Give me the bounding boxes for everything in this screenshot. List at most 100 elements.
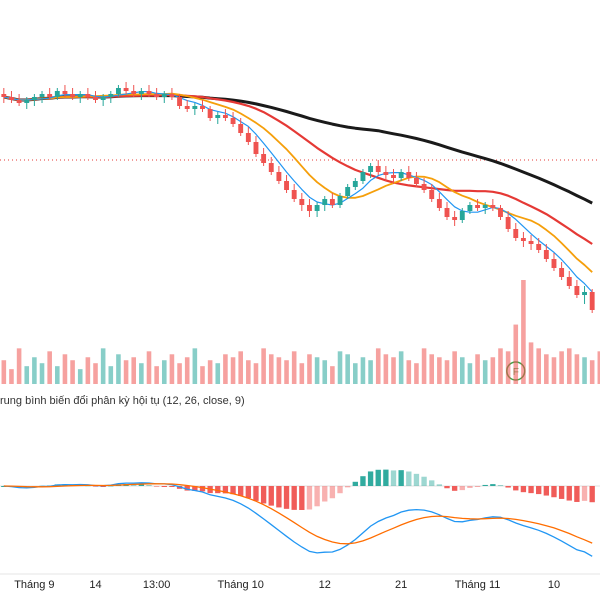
volume-bar: [574, 354, 580, 384]
volume-bar: [345, 354, 350, 384]
volume-bar: [360, 357, 366, 384]
volume-bar: [498, 348, 503, 384]
candle-body: [47, 94, 53, 97]
x-axis: Tháng 9 14 13:00 Tháng 10 12 21 Tháng 11 10: [0, 573, 600, 591]
macd-histogram-bar: [398, 470, 404, 486]
candle-body: [39, 94, 45, 97]
volume-bar: [238, 351, 243, 384]
volume-bar: [406, 360, 412, 384]
candle-body: [574, 286, 580, 295]
macd-histogram-bar: [429, 480, 435, 486]
candle-body: [131, 91, 137, 94]
volume-bar: [284, 360, 289, 384]
volume-bar: [261, 348, 266, 384]
volume-bar: [207, 360, 213, 384]
volume-bar: [1, 360, 7, 384]
volume-bar: [24, 366, 30, 384]
candle-body: [192, 106, 198, 109]
candle-body: [490, 205, 496, 208]
x-axis-tick-label: 21: [395, 579, 407, 591]
candle-body: [268, 163, 274, 172]
volume-bar: [337, 351, 343, 384]
candle-body: [398, 172, 404, 178]
macd-histogram-bar: [482, 484, 488, 486]
macd-histogram-bar: [276, 486, 282, 508]
macd-histogram-bar: [367, 471, 374, 486]
volume-bar: [139, 363, 144, 384]
macd-histogram-bar: [581, 486, 588, 501]
macd-histogram-bar: [520, 486, 527, 493]
macd-histogram-bar: [467, 486, 473, 488]
volume-bar: [566, 348, 572, 384]
macd-histogram-bar: [383, 469, 389, 486]
candle-body: [9, 97, 14, 100]
macd-histogram-bar: [199, 486, 206, 492]
volume-bar: [184, 357, 190, 384]
moving-average-line: [3, 92, 593, 273]
volume-bar: [268, 354, 274, 384]
candle-body: [93, 97, 98, 100]
macd-histogram-bar: [283, 486, 290, 509]
candle-body: [421, 184, 427, 190]
macd-histogram-bar: [459, 486, 465, 491]
candle-body: [559, 268, 565, 277]
candle-body: [520, 238, 526, 241]
macd-histogram-bar: [390, 470, 397, 486]
volume-bar: [582, 357, 587, 384]
volume-bar: [375, 348, 381, 384]
candle-body: [161, 94, 167, 97]
candle-body: [154, 94, 160, 97]
macd-histogram-bar: [222, 486, 229, 494]
volume-bar: [32, 357, 37, 384]
volume-bar: [444, 360, 450, 384]
volume-bar: [291, 351, 297, 384]
macd-histogram-bar: [253, 486, 259, 501]
candle-body: [459, 211, 465, 220]
macd-histogram-bar: [192, 486, 198, 491]
volume-bar: [47, 351, 52, 384]
macd-histogram-bar: [314, 486, 320, 507]
candle-body: [444, 208, 450, 217]
candle-body: [215, 115, 221, 118]
candle-body: [322, 199, 328, 205]
macd-histogram-bar: [536, 486, 542, 495]
candle-body: [360, 172, 366, 181]
candle-body: [207, 109, 213, 118]
candle-body: [222, 115, 228, 118]
volume-bar: [253, 363, 259, 384]
volume-bar: [330, 366, 335, 384]
candle-body: [337, 196, 343, 205]
x-axis-tick-label: Tháng 9: [14, 579, 54, 591]
candle-body: [368, 166, 374, 172]
x-axis-tick-label: 10: [548, 579, 560, 591]
volume-bar: [459, 357, 465, 384]
volume-bar: [505, 351, 511, 384]
candle-body: [329, 199, 335, 205]
macd-histogram-bar: [444, 486, 450, 489]
macd-histogram-bar: [344, 486, 351, 488]
macd-histogram-bar: [413, 473, 420, 486]
volume-bar: [452, 351, 457, 384]
candle-body: [276, 172, 282, 181]
volume-bar: [521, 280, 526, 384]
macd-histogram-bar: [238, 486, 244, 496]
volume-bar: [551, 357, 557, 384]
candle-body: [536, 244, 542, 250]
candle-body: [299, 199, 305, 205]
volume-bar: [536, 348, 541, 384]
volume-bar: [161, 360, 167, 384]
macd-histogram-bar: [543, 486, 550, 496]
candle-body: [85, 94, 91, 97]
macd-histogram-bar: [490, 484, 496, 486]
macd-histogram-bar: [230, 486, 236, 495]
volume-bar: [490, 357, 496, 384]
volume-bar: [421, 348, 427, 384]
macd-histogram-bar: [100, 486, 106, 487]
candle-body: [77, 94, 83, 97]
candle-body: [314, 205, 320, 211]
candle-body: [543, 250, 549, 259]
macd-histogram-bar: [260, 486, 267, 504]
volume-bar: [544, 354, 549, 384]
macd-histogram-bar: [138, 484, 145, 486]
